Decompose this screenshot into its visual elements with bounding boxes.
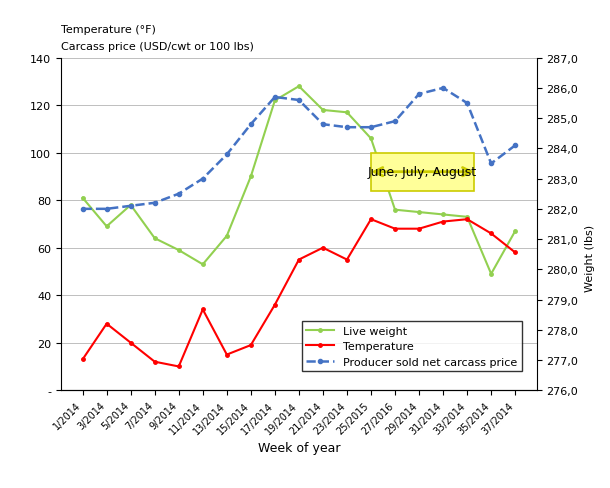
Producer sold net carcass price — [103, 206, 110, 212]
Live weight — [343, 110, 351, 116]
Temperature — [199, 307, 206, 313]
Temperature — [175, 364, 182, 369]
Live weight — [415, 210, 423, 216]
Temperature — [79, 357, 86, 363]
Live weight — [439, 212, 447, 218]
Producer sold net carcass price — [439, 86, 447, 92]
Live weight — [199, 262, 206, 268]
Producer sold net carcass price — [151, 201, 159, 206]
Producer sold net carcass price — [392, 119, 399, 125]
Temperature — [439, 219, 447, 225]
Live weight — [271, 98, 279, 104]
Legend: Live weight, Temperature, Producer sold net carcass price: Live weight, Temperature, Producer sold … — [302, 322, 522, 371]
Live weight — [392, 207, 399, 213]
Temperature — [319, 245, 326, 251]
Live weight — [464, 214, 471, 220]
Temperature — [367, 217, 375, 223]
Live weight — [79, 196, 86, 202]
Producer sold net carcass price — [367, 125, 375, 131]
Temperature — [127, 340, 134, 346]
Producer sold net carcass price — [247, 122, 254, 128]
Text: Temperature (°F): Temperature (°F) — [61, 25, 156, 35]
Live weight — [127, 203, 134, 208]
Temperature — [343, 257, 351, 263]
Producer sold net carcass price — [343, 125, 351, 131]
Temperature — [464, 217, 471, 223]
Temperature — [295, 257, 303, 263]
Producer sold net carcass price — [271, 95, 279, 101]
Temperature — [512, 250, 519, 256]
Temperature — [271, 302, 279, 308]
Producer sold net carcass price — [512, 143, 519, 149]
Live weight — [175, 247, 182, 253]
Temperature — [392, 226, 399, 232]
Producer sold net carcass price — [199, 176, 206, 182]
Live weight — [151, 236, 159, 242]
X-axis label: Week of year: Week of year — [257, 441, 340, 454]
Producer sold net carcass price — [319, 122, 326, 128]
Producer sold net carcass price — [127, 203, 134, 209]
Temperature — [247, 343, 254, 348]
Producer sold net carcass price — [223, 152, 231, 158]
Temperature — [151, 359, 159, 365]
Line: Live weight: Live weight — [81, 85, 517, 276]
Live weight — [103, 224, 110, 230]
Live weight — [295, 84, 303, 90]
FancyBboxPatch shape — [371, 153, 475, 191]
Temperature — [487, 231, 495, 237]
Producer sold net carcass price — [295, 98, 303, 104]
Temperature — [223, 352, 231, 358]
Live weight — [247, 174, 254, 180]
Producer sold net carcass price — [464, 101, 471, 107]
Text: June, July, August: June, July, August — [368, 166, 477, 179]
Producer sold net carcass price — [175, 191, 182, 197]
Live weight — [487, 271, 495, 277]
Temperature — [103, 321, 110, 327]
Producer sold net carcass price — [415, 92, 423, 98]
Line: Temperature: Temperature — [81, 218, 517, 368]
Text: Carcass price (USD/cwt or 100 lbs): Carcass price (USD/cwt or 100 lbs) — [61, 42, 254, 52]
Live weight — [367, 136, 375, 142]
Producer sold net carcass price — [79, 206, 86, 212]
Temperature — [415, 226, 423, 232]
Live weight — [512, 229, 519, 235]
Producer sold net carcass price — [487, 161, 495, 167]
Line: Producer sold net carcass price: Producer sold net carcass price — [81, 87, 517, 211]
Y-axis label: Weight (lbs): Weight (lbs) — [586, 224, 595, 291]
Live weight — [319, 108, 326, 114]
Live weight — [223, 233, 231, 239]
